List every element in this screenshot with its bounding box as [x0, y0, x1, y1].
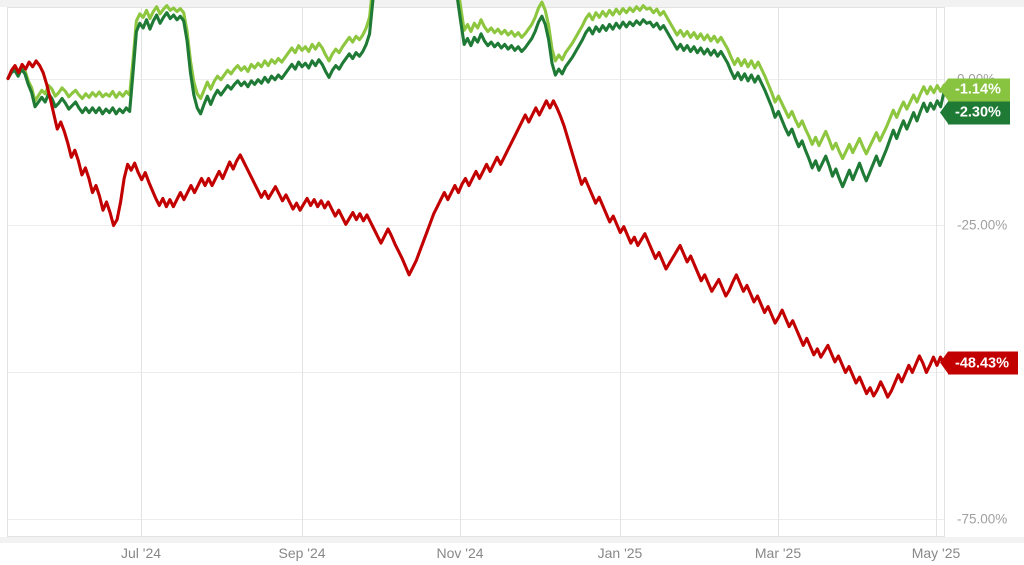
series-line-light-green-series: [6, 0, 946, 161]
x-tick-label: Jul '24: [120, 545, 162, 561]
series-line-red-series: [6, 59, 946, 399]
y-tick-label: -75.00%: [957, 511, 1008, 527]
value-flag-red-series: -48.43%: [940, 351, 1019, 375]
x-tick-label: Nov '24: [436, 545, 484, 561]
chart-bottom-band: [0, 537, 1024, 543]
flag-pointer-icon: [940, 101, 948, 124]
flag-pointer-icon: [940, 351, 948, 374]
flag-pointer-icon: [940, 78, 948, 101]
x-tick-label: Mar '25: [754, 545, 802, 561]
chart-top-band: [0, 0, 1024, 7]
series-lines: [6, 0, 946, 399]
y-tick-label: -25.00%: [957, 217, 1008, 233]
x-tick-label: Jan '25: [597, 545, 643, 561]
x-tick-label: Sep '24: [278, 545, 326, 561]
flag-value-text: -2.30%: [955, 104, 1001, 121]
series-line-dark-green-series: [6, 0, 946, 189]
horizontal-gridlines: [8, 79, 944, 520]
x-tick-label: May '25: [911, 545, 961, 561]
value-flag-light-green-series: -1.14%: [940, 78, 1010, 102]
vertical-gridlines: [141, 8, 937, 537]
plot-border: [7, 7, 945, 537]
flag-value-text: -48.43%: [955, 355, 1010, 372]
value-flag-dark-green-series: -2.30%: [940, 101, 1010, 125]
flag-value-text: -1.14%: [955, 81, 1001, 98]
